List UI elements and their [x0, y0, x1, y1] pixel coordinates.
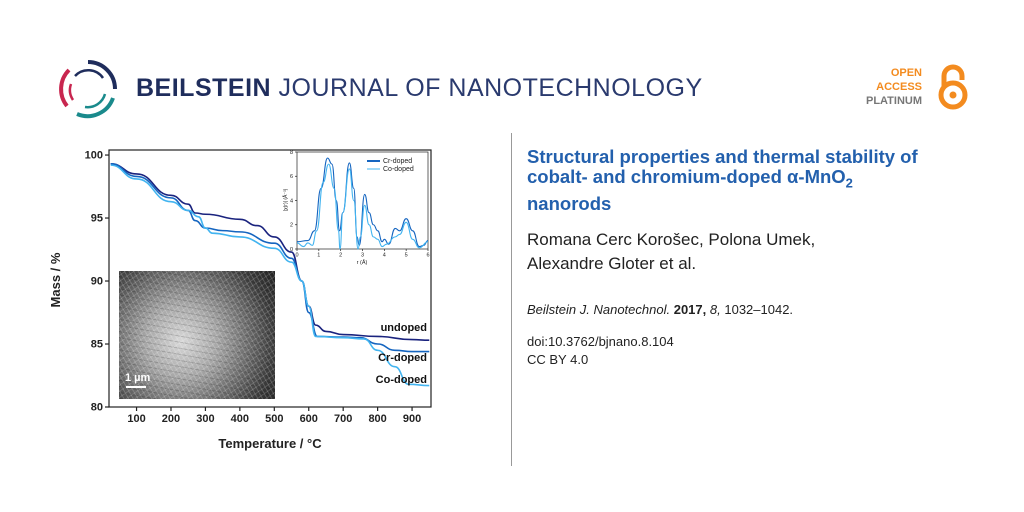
inset-x-tick-label: 6: [426, 253, 429, 259]
main-series-co-doped: [110, 164, 430, 387]
inset-y-tick-label: 2: [290, 223, 293, 229]
beilstein-logo: [59, 60, 117, 119]
authors-line1: Romana Cerc Korošec, Polona Umek,: [527, 230, 816, 249]
sem-micrograph: 1 µm: [119, 271, 275, 399]
inset-y-tick-label: 8: [290, 150, 293, 156]
citation-year: 2017,: [673, 302, 707, 317]
open-lock-icon: [938, 64, 968, 110]
inset-x-tick-label: 0: [295, 253, 298, 259]
main-x-tick-label: 700: [334, 413, 352, 425]
inset-x-tick-label: 4: [383, 253, 386, 259]
main-x-tick-label: 100: [127, 413, 145, 425]
inset-legend-label: Co-doped: [383, 166, 414, 173]
main-x-tick-label: 300: [196, 413, 214, 425]
main-x-tick-label: 800: [368, 413, 386, 425]
main-y-tick-label: 85: [91, 339, 103, 351]
doi-license: doi:10.3762/bjnano.8.104 CC BY 4.0: [527, 333, 674, 369]
journal-name-light: JOURNAL OF NANOTECHNOLOGY: [278, 74, 703, 102]
inset-x-tick-label: 1: [317, 253, 320, 259]
journal-name: BEILSTEIN JOURNAL OF NANOTECHNOLOGY: [136, 74, 703, 103]
license[interactable]: CC BY 4.0: [527, 352, 589, 367]
main-frame: [108, 149, 432, 408]
article-title[interactable]: Structural properties and thermal stabil…: [527, 147, 967, 214]
scale-bar-label: 1 µm: [125, 372, 151, 384]
title-end: nanorods: [527, 192, 612, 214]
main-x-tick-label: 200: [162, 413, 180, 425]
main-x-tick-label: 400: [231, 413, 249, 425]
inset-x-axis-label: r (Å): [357, 259, 368, 266]
main-series-undoped: [110, 163, 430, 342]
tga-chart: 100 200 300 400 500 600 700 800 90080859095100Te…: [48, 149, 432, 451]
inset-x-tick-label: 2: [339, 253, 342, 259]
open-access-badge: OPEN ACCESS PLATINUM: [866, 66, 922, 108]
authors-line2: Alexandre Gloter et al.: [527, 254, 697, 273]
inset-x-tick-label: 5: [405, 253, 408, 259]
divider: [511, 133, 512, 466]
main-x-tick-label: 900: [403, 413, 421, 425]
citation-pages: 1032–1042.: [724, 302, 794, 317]
inset-legend-label: Cr-doped: [383, 158, 412, 165]
inset-series-cr-doped: [296, 157, 429, 248]
authors: Romana Cerc Korošec, Polona Umek, Alexan…: [527, 228, 815, 276]
main-y-tick-label: 100: [85, 150, 103, 162]
badge-line2: ACCESS: [876, 81, 923, 93]
doi[interactable]: doi:10.3762/bjnano.8.104: [527, 334, 674, 349]
main-y-tick-label: 95: [91, 213, 103, 225]
main-y-tick-label: 80: [91, 402, 103, 414]
citation-journal: Beilstein J. Nanotechnol.: [527, 302, 671, 317]
journal-name-bold: BEILSTEIN: [136, 74, 272, 102]
title-subscript: 2: [845, 175, 853, 191]
main-x-axis-label: Temperature / °C: [218, 436, 322, 451]
inset-series-co-doped: [296, 163, 429, 250]
inset-y-tick-label: 6: [290, 174, 293, 180]
series-label-co-doped: Co-doped: [376, 374, 427, 386]
inset-y-tick-label: 0: [290, 247, 293, 253]
main-x-tick-label: 600: [300, 413, 318, 425]
citation-volume: 8,: [709, 302, 721, 317]
inset-y-tick-label: 4: [290, 198, 293, 204]
main-x-tick-label: 500: [265, 413, 283, 425]
series-label-undoped: undoped: [381, 322, 427, 334]
citation: Beilstein J. Nanotechnol. 2017, 8, 1032–…: [527, 302, 793, 317]
scale-bar: [126, 386, 146, 388]
badge-line1: OPEN: [890, 67, 923, 79]
inset-x-tick-label: 3: [361, 253, 364, 259]
inset-y-axis-label: |χ(r)| (Å⁻³): [282, 188, 289, 211]
main-y-axis-label: Mass / %: [48, 252, 63, 307]
badge-line3: PLATINUM: [866, 95, 923, 107]
title-main: Structural properties and thermal stabil…: [527, 146, 918, 187]
main-y-tick-label: 90: [91, 276, 103, 288]
series-label-cr-doped: Cr-doped: [378, 352, 427, 364]
